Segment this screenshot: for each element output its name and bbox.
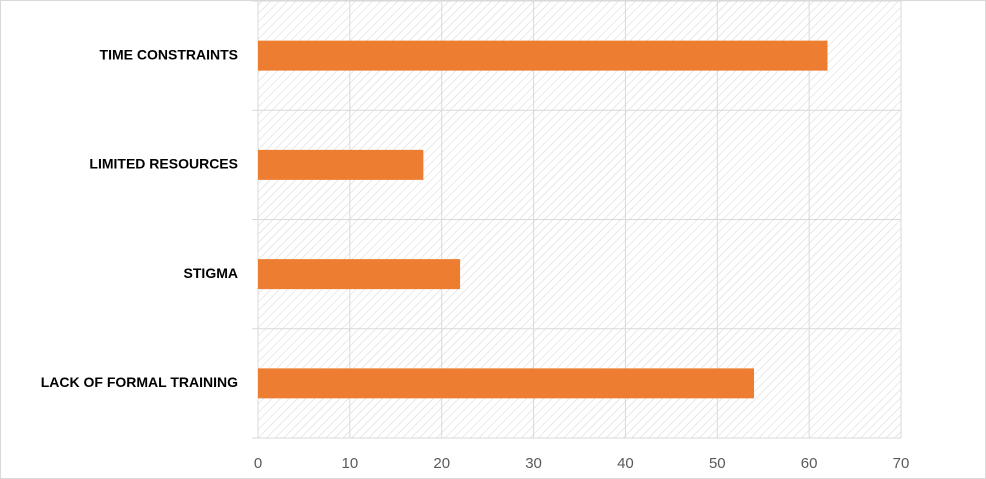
x-tick-label: 50 <box>709 455 726 472</box>
x-tick-label: 20 <box>433 455 450 472</box>
y-tick-label: TIME CONSTRAINTS <box>100 46 238 62</box>
x-tick-label: 30 <box>525 455 542 472</box>
x-tick-label: 10 <box>342 455 359 472</box>
bar <box>258 40 828 71</box>
bar <box>258 149 424 180</box>
y-tick-label: STIGMA <box>184 265 238 281</box>
x-tick-label: 40 <box>617 455 634 472</box>
bar <box>258 368 755 399</box>
y-tick-label: LACK OF FORMAL TRAINING <box>41 374 238 390</box>
bar <box>258 259 461 290</box>
x-tick-label: 70 <box>893 455 910 472</box>
y-tick-label: LIMITED RESOURCES <box>89 156 238 172</box>
x-tick-label: 0 <box>254 455 262 472</box>
x-tick-label: 60 <box>801 455 818 472</box>
